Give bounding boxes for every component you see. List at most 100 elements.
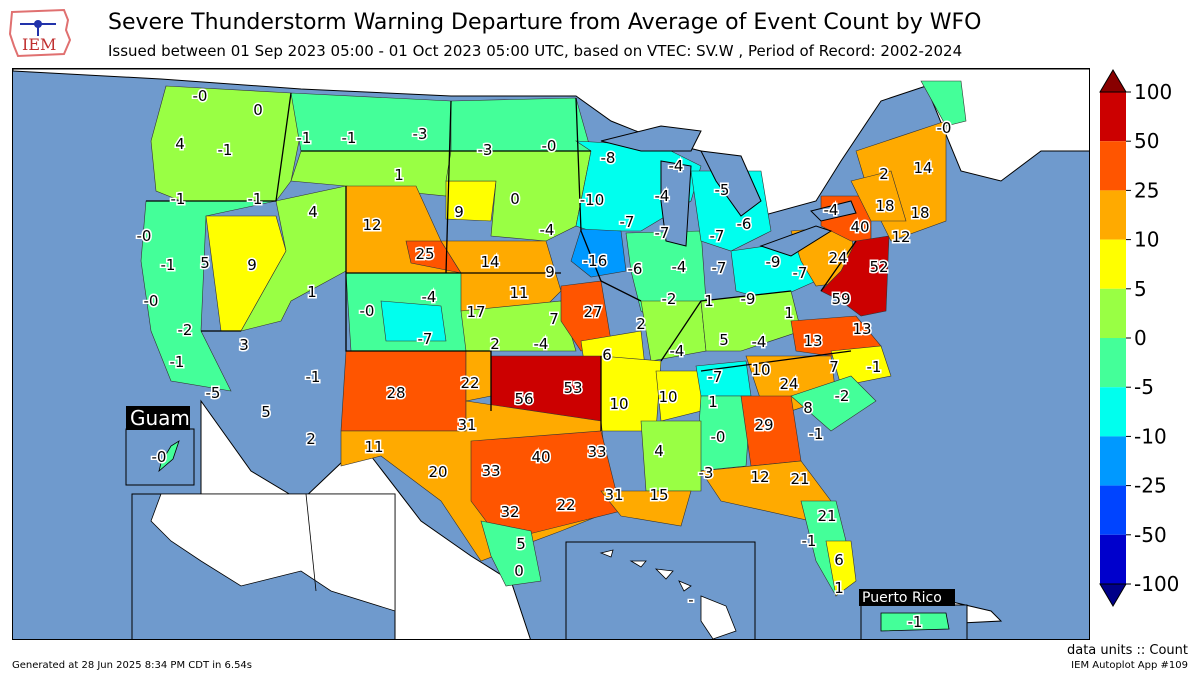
wfo-label: -7 [418,330,433,348]
wfo-label: -7 [708,368,723,386]
wfo-label: 9 [545,263,555,281]
colorbar-tick-label: -50 [1134,523,1167,547]
wfo-label: 5 [719,331,729,349]
wfo-label: -3 [413,125,428,143]
wfo-label: -7 [710,227,725,245]
wfo-label: 0 [253,101,263,119]
wfo-label: 18 [910,204,929,222]
wfo-label: 22 [556,496,575,514]
colorbar-tick-label: 100 [1134,80,1172,104]
wfo-label: 5 [261,403,271,421]
wfo-label: -3 [478,141,493,159]
page-subtitle: Issued between 01 Sep 2023 05:00 - 01 Oc… [108,42,963,60]
wfo-label: 3 [239,336,249,354]
wfo-label: -6 [628,260,643,278]
wfo-label: - [688,591,693,609]
wfo-label: 9 [247,256,257,274]
wfo-label: -16 [583,252,608,270]
colorbar-segment [1100,436,1126,486]
wfo-label: 12 [891,228,910,246]
wfo-label: 2 [306,430,316,448]
colorbar-top-arrow [1099,69,1127,93]
colorbar-segment [1100,288,1126,338]
wfo-label: 31 [457,416,476,434]
hawaii-inset [565,541,756,639]
generated-timestamp: Generated at 28 Jun 2025 8:34 PM CDT in … [12,660,253,671]
wfo-label: 56 [514,390,533,408]
wfo-label: -0 [144,292,159,310]
wfo-label: 24 [779,375,798,393]
wfo-label: 18 [875,197,894,215]
data-units-label: data units :: Count [1066,643,1188,658]
wfo-label: -5 [206,384,221,402]
great-lakes [600,125,857,257]
wfo-label: -7 [793,264,808,282]
wfo-label: 11 [364,438,383,456]
colorbar-segment [1100,534,1126,584]
wfo-label: -4 [655,187,670,205]
colorbar-segment [1100,239,1126,289]
wfo-label: -2 [178,321,193,339]
guam-label-box [126,406,190,430]
wfo-label: 10 [658,388,677,406]
wfo-label: -1 [908,613,923,631]
wfo-label: 31 [604,486,623,504]
wfo-label: 1 [394,166,404,184]
wfo-label: 2 [636,315,646,333]
wfo-label: -4 [534,335,549,353]
wfo-label: 33 [481,462,500,480]
wfo-label: 10 [751,361,770,379]
wfo-label: 0 [510,190,520,208]
wfo-label: 21 [790,470,809,488]
wfo-label: -0 [152,448,167,466]
wfo-label: 40 [531,448,550,466]
wfo-label: -2 [662,290,677,308]
page-title: Severe Thunderstorm Warning Departure fr… [108,10,982,35]
wfo-label: -7 [712,259,727,277]
wfo-label: 1 [834,579,844,597]
wfo-label: -1 [809,425,824,443]
wfo-label: -0 [937,119,952,137]
wfo-label: 14 [913,159,932,177]
colorbar-tick-label: 50 [1134,129,1159,153]
wfo-label: 14 [480,253,499,271]
wfo-label: 4 [654,442,664,460]
colorbar-segment [1100,485,1126,535]
puerto-rico-inset: Puerto Rico [859,589,968,639]
wfo-label: 1 [708,393,718,411]
wfo-label: 6 [602,346,612,364]
wfo-label: -6 [737,215,752,233]
wfo-label: 17 [466,303,485,321]
wfo-label: -7 [620,213,635,231]
colorbar-tick-label: -25 [1134,474,1167,498]
autoplot-app-label: IEM Autoplot App #109 [1071,660,1188,671]
wfo-labels: -0 0 4 -1 -1 -1 -3 -3 -0 -8 -4 -1 -1 1 4… [135,86,953,633]
wfo-label: 12 [362,216,381,234]
wfo-label: 7 [829,358,839,376]
map-frame: Guam Puerto Rico -0 0 [12,68,1090,640]
puerto-rico-label-box [859,589,955,606]
wfo-label: 4 [175,135,185,153]
wfo-label: -0 [711,428,726,446]
colorbar-segment [1100,338,1126,388]
wfo-label: 8 [803,399,813,417]
wfo-label: 5 [516,535,526,553]
wfo-label: 21 [817,507,836,525]
wfo-label: 0 [514,562,524,580]
colorbar-segment [1100,387,1126,437]
wfo-label: 25 [415,245,434,263]
wfo-label: 1 [704,292,714,310]
colorbar-tick-label: -100 [1134,572,1179,596]
colorbar-segment [1100,141,1126,191]
wfo-label: -9 [741,290,756,308]
wfo-label: 15 [649,486,668,504]
wfo-label: -0 [137,227,152,245]
wfo-label: -1 [161,256,176,274]
wfo-label: -5 [715,181,730,199]
colorbar-tick-label: 5 [1134,277,1147,301]
conus-regions [140,80,967,597]
wfo-label: 52 [869,258,888,276]
wfo-map: Guam Puerto Rico -0 0 [13,69,1089,639]
